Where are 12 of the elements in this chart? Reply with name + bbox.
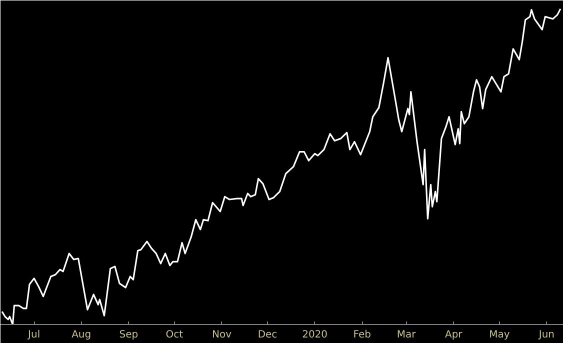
x-tick-label: May: [489, 330, 510, 340]
x-tick-label: Mar: [396, 330, 417, 340]
x-tick-label: Sep: [119, 330, 138, 340]
x-tick-label: Apr: [444, 330, 464, 340]
x-tick-label: Jul: [27, 330, 40, 340]
x-tick-label: Oct: [166, 330, 184, 340]
x-tick-label: 2020: [302, 330, 328, 340]
x-tick-label: Dec: [258, 330, 278, 340]
x-tick-label: Nov: [212, 330, 232, 340]
x-tick-label: Jun: [538, 330, 555, 340]
x-tick-label: Feb: [353, 330, 371, 340]
x-tick-label: Aug: [72, 330, 92, 340]
